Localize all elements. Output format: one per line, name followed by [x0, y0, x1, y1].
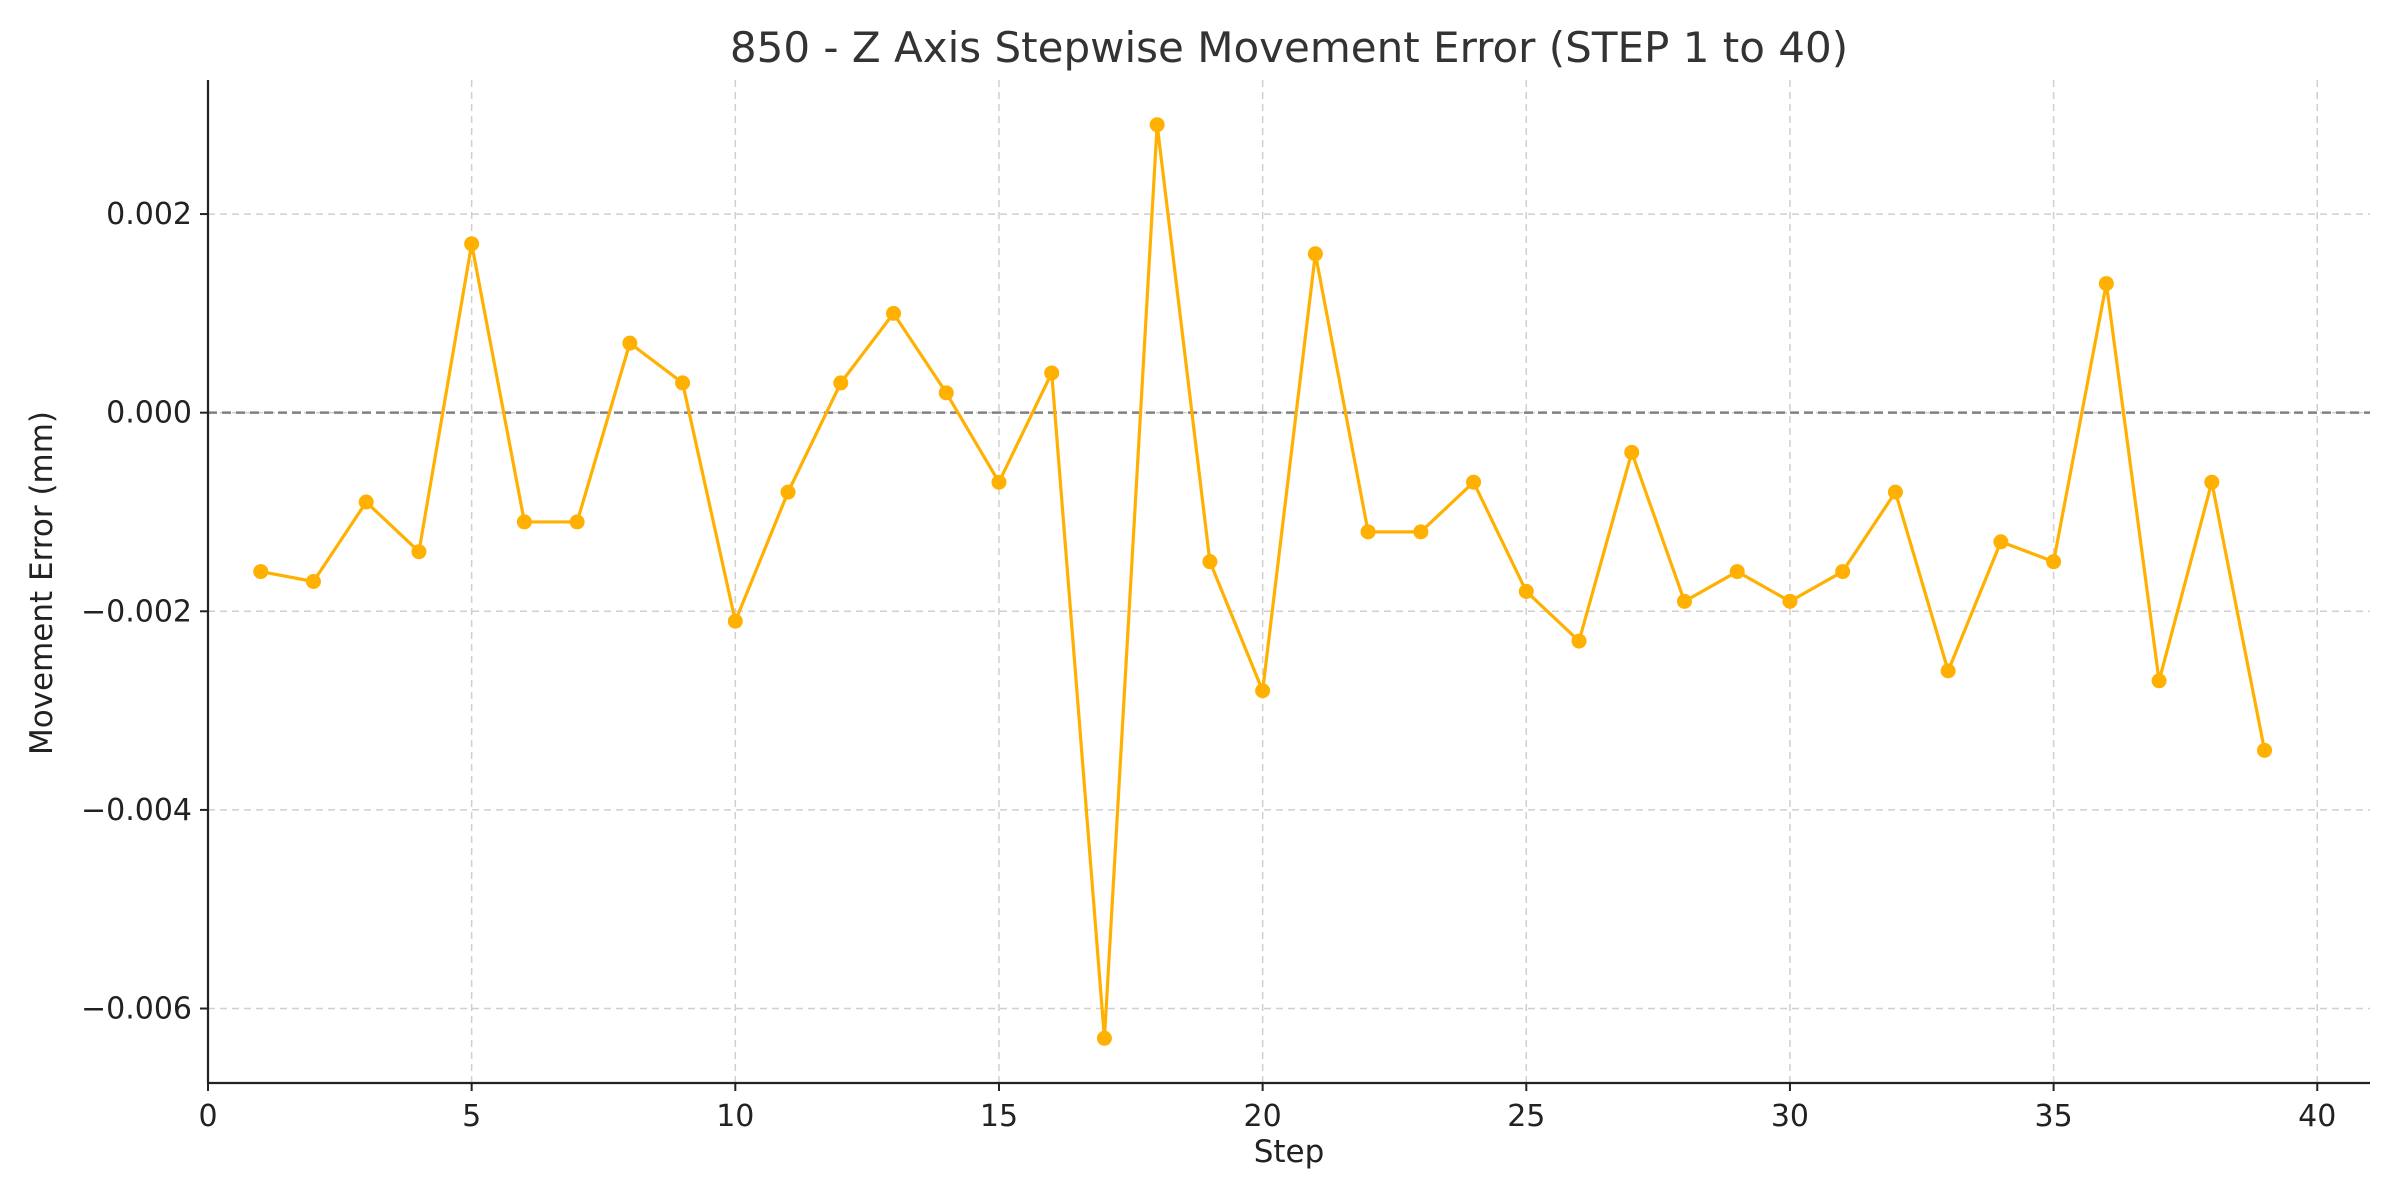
data-point [1676, 593, 1692, 609]
data-point [1149, 117, 1165, 133]
x-tick-label: 30 [1771, 1099, 1809, 1134]
x-tick-label: 25 [1507, 1099, 1545, 1134]
data-point [1255, 683, 1271, 699]
data-point [833, 375, 849, 391]
x-tick-label: 20 [1244, 1099, 1282, 1134]
data-point [1518, 583, 1534, 599]
data-point [1571, 633, 1587, 649]
data-point [516, 514, 532, 530]
x-tick-label: 0 [198, 1099, 217, 1134]
data-point [2257, 742, 2273, 758]
x-tick-label: 35 [2035, 1099, 2073, 1134]
data-point [2098, 276, 2114, 292]
x-tick-label: 15 [980, 1099, 1018, 1134]
y-tick-label: −0.006 [81, 992, 192, 1027]
x-tick-label: 40 [2298, 1099, 2336, 1134]
y-tick-label: 0.000 [106, 396, 192, 431]
data-point [411, 544, 427, 560]
x-axis-label: Step [1254, 1134, 1325, 1170]
data-point [1466, 474, 1482, 490]
data-point [1096, 1030, 1112, 1046]
data-point [938, 385, 954, 401]
grid-layer [207, 80, 2370, 1083]
series-layer [253, 117, 2273, 1046]
data-point [2151, 673, 2167, 689]
x-tick-label: 5 [462, 1099, 481, 1134]
data-point [622, 335, 638, 351]
data-point [2204, 474, 2220, 490]
chart-title: 850 - Z Axis Stepwise Movement Error (ST… [730, 23, 1848, 72]
data-point [1307, 246, 1323, 262]
data-point [991, 474, 1007, 490]
y-axis-label: Movement Error (mm) [24, 411, 60, 755]
data-point [1413, 524, 1429, 540]
y-tick-label: 0.002 [106, 197, 192, 232]
data-point [1044, 365, 1060, 381]
data-point [253, 564, 269, 580]
data-point [1782, 593, 1798, 609]
data-point [1729, 564, 1745, 580]
data-point [1887, 484, 1903, 500]
data-point [1360, 524, 1376, 540]
data-point [1940, 663, 1956, 679]
data-point [569, 514, 585, 530]
y-tick-label: −0.004 [81, 793, 192, 828]
data-point [358, 494, 374, 510]
data-point [2046, 554, 2062, 570]
data-point [780, 484, 796, 500]
axis-layer: 0 5 10 15 20 25 30 35 40 −0.006 −0.004 −0.002 0.000 0… [81, 80, 2370, 1134]
data-point [1202, 554, 1218, 570]
data-point [1835, 564, 1851, 580]
data-point [464, 236, 480, 252]
y-tick-label: −0.002 [81, 594, 192, 629]
data-point [886, 305, 902, 321]
data-point [675, 375, 691, 391]
x-tick-label: 10 [716, 1099, 754, 1134]
data-point [727, 613, 743, 629]
data-point [1624, 444, 1640, 460]
data-point [1993, 534, 2009, 550]
data-point [305, 574, 321, 589]
